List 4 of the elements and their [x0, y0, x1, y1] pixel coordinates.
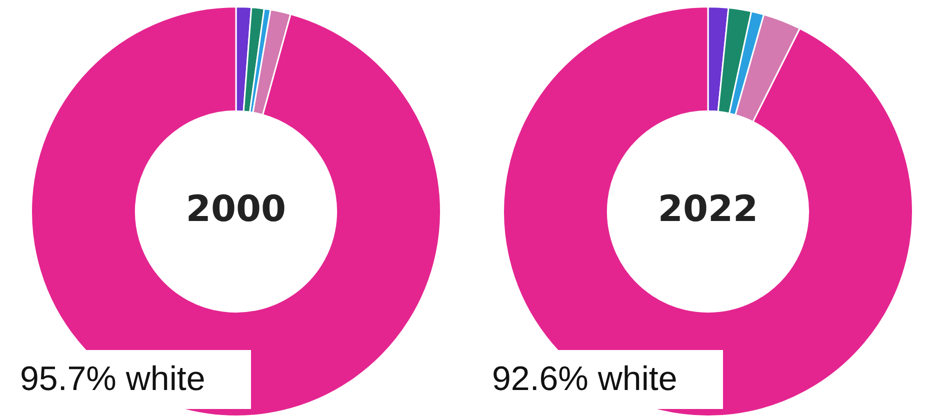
text: 2000	[186, 188, 286, 230]
text: 2022	[658, 188, 758, 230]
text: 92.6% white	[480, 350, 724, 409]
text: 95.7% white	[8, 350, 252, 409]
